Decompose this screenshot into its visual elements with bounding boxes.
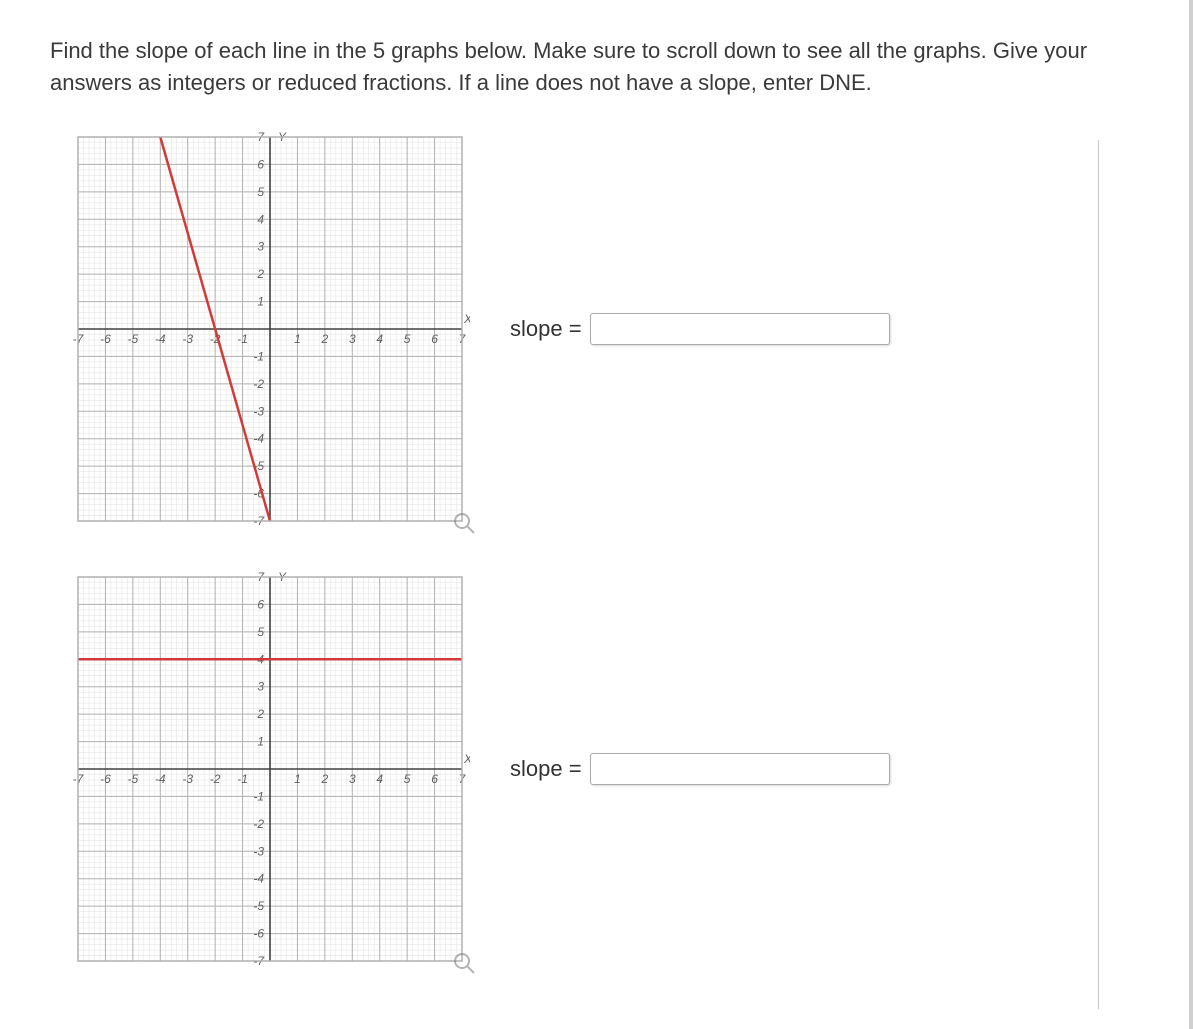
worksheet-page: Find the slope of each line in the 5 gra…: [0, 0, 1193, 1029]
svg-text:-4: -4: [253, 871, 264, 885]
answer-group-1: slope =: [510, 313, 890, 345]
slope-label: slope =: [510, 316, 582, 342]
svg-text:-4: -4: [253, 431, 264, 445]
magnify-icon[interactable]: [452, 511, 476, 535]
svg-text:2: 2: [256, 267, 264, 281]
svg-text:-6: -6: [253, 926, 264, 940]
svg-text:5: 5: [257, 625, 264, 639]
svg-text:-6: -6: [100, 332, 111, 346]
slope-label: slope =: [510, 756, 582, 782]
instructions-text: Find the slope of each line in the 5 gra…: [50, 35, 1110, 99]
svg-text:3: 3: [257, 679, 264, 693]
svg-text:-4: -4: [155, 332, 166, 346]
magnify-icon[interactable]: [452, 951, 476, 975]
svg-text:6: 6: [257, 597, 264, 611]
svg-text:2: 2: [321, 772, 329, 786]
graph-2: -7-6-5-4-3-2-11234567-7-6-5-4-3-2-112345…: [70, 569, 470, 969]
svg-text:3: 3: [257, 239, 264, 253]
svg-text:5: 5: [404, 772, 411, 786]
svg-text:4: 4: [376, 772, 383, 786]
svg-text:X: X: [463, 752, 470, 766]
answer-group-2: slope =: [510, 753, 890, 785]
graph-1: -7-6-5-4-3-2-11234567-7-6-5-4-3-2-112345…: [70, 129, 470, 529]
svg-text:4: 4: [257, 212, 264, 226]
svg-text:-2: -2: [210, 772, 221, 786]
svg-text:-1: -1: [237, 772, 248, 786]
svg-text:1: 1: [294, 332, 301, 346]
svg-text:-6: -6: [100, 772, 111, 786]
svg-text:-5: -5: [128, 332, 139, 346]
svg-text:-3: -3: [182, 772, 193, 786]
problem-row-2: -7-6-5-4-3-2-11234567-7-6-5-4-3-2-112345…: [50, 569, 1139, 969]
slope-input-2[interactable]: [590, 753, 890, 785]
svg-text:-1: -1: [237, 332, 248, 346]
svg-text:-3: -3: [253, 404, 264, 418]
svg-text:6: 6: [431, 772, 438, 786]
svg-text:5: 5: [404, 332, 411, 346]
svg-text:1: 1: [257, 734, 264, 748]
svg-text:2: 2: [256, 707, 264, 721]
svg-text:-5: -5: [253, 899, 264, 913]
svg-text:-5: -5: [128, 772, 139, 786]
svg-text:1: 1: [257, 294, 264, 308]
slope-input-1[interactable]: [590, 313, 890, 345]
svg-text:-3: -3: [253, 844, 264, 858]
svg-text:6: 6: [257, 157, 264, 171]
svg-text:2: 2: [321, 332, 329, 346]
svg-text:-1: -1: [253, 789, 264, 803]
svg-text:-2: -2: [253, 377, 264, 391]
svg-text:3: 3: [349, 332, 356, 346]
svg-text:1: 1: [294, 772, 301, 786]
svg-text:5: 5: [257, 185, 264, 199]
svg-text:-1: -1: [253, 349, 264, 363]
svg-text:3: 3: [349, 772, 356, 786]
svg-text:4: 4: [376, 332, 383, 346]
svg-text:6: 6: [431, 332, 438, 346]
svg-text:-3: -3: [182, 332, 193, 346]
svg-text:-2: -2: [253, 817, 264, 831]
svg-text:-4: -4: [155, 772, 166, 786]
problem-row-1: -7-6-5-4-3-2-11234567-7-6-5-4-3-2-112345…: [50, 129, 1139, 529]
svg-text:X: X: [463, 312, 470, 326]
